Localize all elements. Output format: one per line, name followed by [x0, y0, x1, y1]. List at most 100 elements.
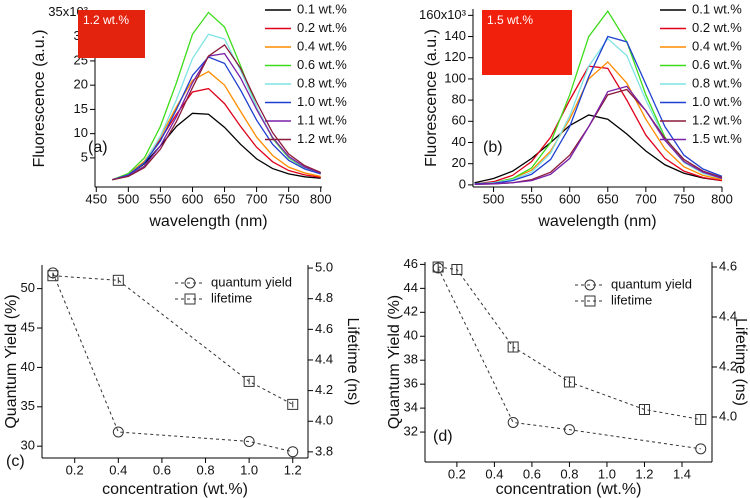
- y-tick-label: 34: [404, 400, 418, 415]
- y-tick-label: 38: [404, 352, 418, 367]
- x-axis-label: wavelength (nm): [537, 213, 656, 230]
- legend-label: 0.4 wt.%: [692, 38, 742, 53]
- x-tick-label: 1.2: [284, 462, 302, 477]
- y-tick-label: 36: [404, 376, 418, 391]
- x-tick-label: 600: [559, 191, 581, 206]
- x-tick-label: 0.2: [66, 462, 84, 477]
- legend-marker: [184, 277, 196, 289]
- y-tick-label: 5: [81, 149, 88, 164]
- x-tick-label: 0.2: [448, 466, 466, 481]
- inset-label: 1.2 wt.%: [83, 13, 129, 27]
- y-tick-label: 120: [444, 49, 466, 64]
- legend-label: 0.2 wt.%: [297, 20, 347, 35]
- y-tick-label: 40: [404, 328, 418, 343]
- x-tick-label: 800: [310, 191, 332, 206]
- spectrum-line: [474, 114, 723, 184]
- y-tick-label: 40: [452, 134, 466, 149]
- legend-label: 1.5 wt.%: [692, 131, 742, 146]
- y-tick-label: 100: [444, 70, 466, 85]
- x-tick-label: 0.4: [485, 466, 503, 481]
- y2-tick-label: 4.4: [315, 351, 333, 366]
- x-axis-label: wavelength (nm): [148, 213, 267, 230]
- legend-label: 1.2 wt.%: [297, 131, 347, 146]
- legend-label: 0.6 wt.%: [297, 57, 347, 72]
- y2-tick-label: 4.0: [315, 413, 333, 428]
- x-tick-label: 0.6: [523, 466, 541, 481]
- square-marker: [451, 264, 463, 275]
- x-tick-label: 500: [483, 191, 505, 206]
- legend-label: 1.1 wt.%: [297, 112, 347, 127]
- legend-label: 0.8 wt.%: [297, 75, 347, 90]
- x-tick-label: 0.4: [109, 462, 127, 477]
- y-tick-label: 160x10³: [419, 7, 467, 22]
- x-tick-label: 750: [278, 191, 300, 206]
- y-tick-label: 46: [404, 256, 418, 271]
- spectrum-line: [474, 88, 723, 185]
- circle-marker: [695, 443, 707, 455]
- y2-tick-label: 5.0: [315, 260, 333, 275]
- x-tick-label: 1.4: [673, 466, 691, 481]
- square-marker: [432, 261, 444, 273]
- x-tick-label: 0.8: [560, 466, 578, 481]
- spectrum-line: [474, 85, 723, 185]
- legend-label: quantum yield: [211, 274, 292, 289]
- y-axis-label: Fluorescence (a.u.): [423, 29, 440, 167]
- spectrum-line: [112, 112, 321, 181]
- x-tick-label: 1.0: [598, 466, 616, 481]
- x-tick-label: 600: [182, 191, 204, 206]
- square-marker: [287, 398, 299, 410]
- panel-label: (d): [433, 428, 453, 445]
- inset-image: [78, 10, 145, 58]
- y-tick-label: 44: [404, 280, 418, 295]
- x-tick-label: 550: [150, 191, 172, 206]
- panel-label: (b): [483, 139, 503, 156]
- legend-label: 0.1 wt.%: [297, 1, 347, 16]
- spectrum-line: [474, 35, 723, 185]
- panel-label: (a): [88, 139, 108, 156]
- y2-tick-label: 3.8: [315, 443, 333, 458]
- square-marker: [47, 270, 59, 282]
- y-tick-label: 32: [404, 423, 418, 438]
- legend-label: 0.2 wt.%: [692, 20, 742, 35]
- legend-marker: [184, 293, 196, 305]
- x-tick-label: 650: [214, 191, 236, 206]
- y2-tick-label: 4.8: [315, 290, 333, 305]
- x-tick-label: 800: [711, 191, 733, 206]
- inset-label: 1.5 wt.%: [487, 13, 533, 27]
- spectrum-line: [474, 65, 723, 185]
- legend-marker: [584, 295, 596, 307]
- legend-label: 0.8 wt.%: [692, 75, 742, 90]
- y2-tick-label: 4.2: [315, 382, 333, 397]
- dashed-line: [438, 266, 701, 420]
- x-tick-label: 500: [117, 191, 139, 206]
- square-marker: [507, 341, 519, 353]
- square-marker: [638, 404, 650, 415]
- x-tick-label: 650: [597, 191, 619, 206]
- y2-tick-label: 4.4: [719, 308, 737, 323]
- y2-axis-label: Lifetime (ns): [732, 318, 749, 406]
- y-tick-label: 15: [74, 101, 88, 116]
- dashed-line: [52, 272, 293, 453]
- spectrum-line: [112, 44, 321, 181]
- inset-image: [482, 10, 572, 75]
- y-tick-label: 45: [21, 319, 35, 334]
- y2-axis-label: Lifetime (ns): [344, 317, 361, 405]
- circle-marker: [563, 424, 575, 436]
- dashed-line: [437, 267, 701, 450]
- circle-marker: [243, 435, 255, 447]
- y-tick-label: 140: [444, 28, 466, 43]
- x-tick-label: 0.6: [153, 462, 171, 477]
- x-tick-label: 550: [521, 191, 543, 206]
- legend-label: 1.0 wt.%: [692, 94, 742, 109]
- y-tick-label: 42: [404, 304, 418, 319]
- x-tick-label: 700: [246, 191, 268, 206]
- x-tick-label: 700: [635, 191, 657, 206]
- y-tick-label: 50: [21, 280, 35, 295]
- legend-marker: [584, 279, 596, 291]
- y-tick-label: 0: [459, 176, 466, 191]
- y-tick-label: 35: [21, 398, 35, 413]
- square-marker: [112, 274, 124, 286]
- x-tick-label: 1.0: [240, 462, 258, 477]
- spectrum-line: [474, 61, 723, 185]
